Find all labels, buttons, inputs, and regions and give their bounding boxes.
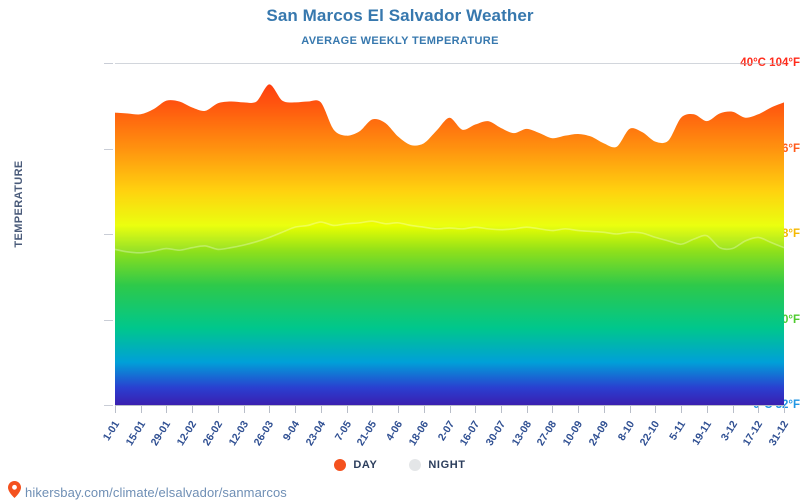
x-tick-mark [629, 406, 631, 413]
x-tick-mark [758, 406, 760, 413]
x-tick-mark [217, 406, 219, 413]
y-tick-mark [104, 148, 113, 150]
y-tick-mark [104, 234, 113, 235]
chart-legend: DAY NIGHT [0, 459, 800, 471]
x-tick-mark [295, 406, 297, 413]
x-tick-mark [655, 406, 657, 413]
plot-area [115, 63, 784, 405]
x-tick-mark [140, 406, 142, 413]
x-tick-mark [449, 406, 451, 413]
x-tick-mark [603, 406, 605, 413]
legend-swatch-day-icon [334, 459, 347, 471]
x-tick-mark [706, 406, 708, 413]
x-tick-mark [526, 406, 528, 413]
y-tick-mark [104, 319, 113, 321]
temperature-area-svg [115, 63, 784, 405]
footer-url-text: hikersbay.com/climate/elsalvador/sanmarc… [25, 484, 287, 500]
location-pin-icon [8, 481, 21, 503]
night-band-overlay [115, 63, 784, 253]
x-tick-mark [346, 406, 348, 413]
x-tick-mark [166, 406, 168, 413]
y-axis-title: TEMPERATURE [13, 160, 25, 248]
y-tick-mark [104, 405, 113, 406]
x-tick-mark [475, 406, 477, 413]
day-temperature-area [115, 84, 784, 405]
legend-label: DAY [353, 459, 378, 471]
x-tick-mark [578, 406, 580, 413]
footer-attribution: hikersbay.com/climate/elsalvador/sanmarc… [8, 481, 287, 503]
x-tick-mark [320, 406, 322, 413]
x-tick-mark [243, 406, 245, 413]
x-tick-mark [192, 406, 194, 413]
x-tick-mark [398, 406, 400, 413]
y-tick-mark [104, 63, 113, 64]
x-axis-line [115, 405, 784, 406]
x-tick-mark [500, 406, 502, 413]
grid-line [115, 63, 784, 64]
x-tick-mark [732, 406, 734, 413]
legend-item-night[interactable]: NIGHT [409, 459, 465, 471]
legend-label: NIGHT [428, 459, 466, 471]
x-tick-mark [423, 406, 425, 413]
night-temperature-line [115, 220, 784, 254]
chart-subtitle: AVERAGE WEEKLY TEMPERATURE [301, 35, 499, 47]
x-tick-mark [269, 406, 271, 413]
page-title: San Marcos El Salvador Weather [266, 6, 534, 25]
legend-item-day[interactable]: DAY [334, 459, 377, 471]
x-tick-mark [681, 406, 683, 413]
legend-swatch-night-icon [409, 459, 422, 471]
x-tick-mark [372, 406, 374, 413]
x-tick-mark [552, 406, 554, 413]
x-tick-mark [115, 406, 116, 413]
x-tick-mark [784, 406, 785, 413]
